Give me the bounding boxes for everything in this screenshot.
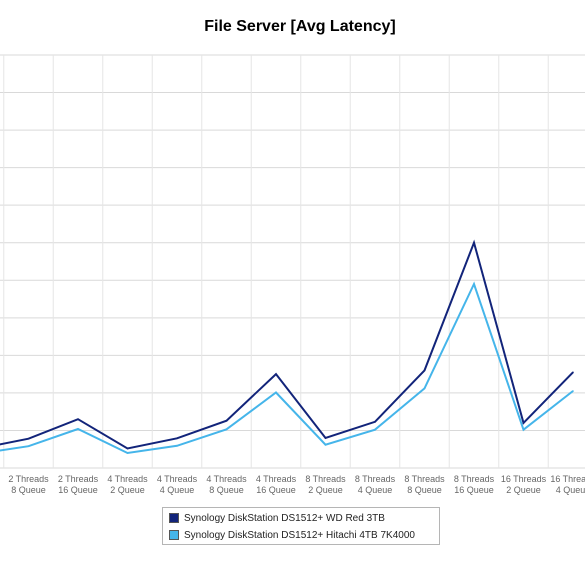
x-tick-label: 2 Threads bbox=[58, 474, 99, 484]
legend-swatch-series-1 bbox=[169, 513, 179, 524]
data-point bbox=[77, 418, 79, 420]
legend: Synology DiskStation DS1512+ WD Red 3TB … bbox=[162, 507, 440, 545]
data-point bbox=[275, 373, 277, 375]
x-tick-label: 8 Threads bbox=[355, 474, 396, 484]
data-point bbox=[126, 452, 129, 454]
data-point bbox=[176, 445, 178, 447]
x-tick-label: 2 Threads bbox=[8, 474, 49, 484]
legend-label-series-2: Synology DiskStation DS1512+ Hitachi 4TB… bbox=[184, 530, 415, 541]
x-tick-label: 8 Queue bbox=[209, 485, 244, 495]
data-point bbox=[572, 390, 574, 392]
x-tick-label: 8 Queue bbox=[407, 485, 442, 495]
x-tick-label: 16 Queue bbox=[454, 485, 494, 495]
data-point bbox=[324, 443, 327, 446]
legend-item-series-1: Synology DiskStation DS1512+ WD Red 3TB bbox=[169, 513, 385, 525]
data-point bbox=[423, 387, 426, 390]
x-tick-label: 4 Queue bbox=[358, 485, 393, 495]
data-point bbox=[27, 437, 30, 440]
x-tick-label: 8 Threads bbox=[454, 474, 495, 484]
data-point bbox=[225, 419, 228, 422]
chart-title: File Server [Avg Latency] bbox=[204, 18, 396, 35]
data-point bbox=[374, 428, 376, 431]
x-tick-label: 16 Threads bbox=[550, 474, 585, 484]
data-point bbox=[473, 283, 475, 285]
data-point bbox=[275, 391, 277, 394]
data-point bbox=[126, 447, 129, 450]
x-tick-label: 16 Threads bbox=[501, 474, 547, 484]
x-tick-label: 4 Threads bbox=[157, 474, 198, 484]
data-point bbox=[522, 422, 525, 424]
x-tick-label: 2 Queue bbox=[506, 485, 541, 495]
data-point bbox=[176, 437, 178, 440]
data-point bbox=[225, 428, 228, 431]
x-tick-label: 4 Queue bbox=[556, 485, 585, 495]
x-tick-label: 2 Queue bbox=[308, 485, 343, 495]
x-tick-label: 16 Queue bbox=[256, 485, 296, 495]
legend-swatch-series-2 bbox=[169, 530, 179, 541]
legend-label-series-1: Synology DiskStation DS1512+ WD Red 3TB bbox=[184, 513, 385, 524]
series-line-2 bbox=[0, 281, 574, 455]
data-point bbox=[27, 445, 30, 448]
x-tick-label: 8 Threads bbox=[305, 474, 346, 484]
x-tick-label: 4 Queue bbox=[160, 485, 195, 495]
data-point bbox=[77, 428, 79, 430]
data-point bbox=[522, 428, 525, 431]
data-point bbox=[572, 371, 574, 374]
data-point bbox=[473, 241, 475, 244]
data-point bbox=[324, 437, 327, 439]
data-point bbox=[423, 369, 426, 372]
x-tick-label: 2 Queue bbox=[110, 485, 145, 495]
series-line-1 bbox=[0, 239, 574, 450]
x-tick-label: 16 Queue bbox=[58, 485, 98, 495]
data-point bbox=[374, 421, 376, 423]
x-tick-label: 4 Threads bbox=[107, 474, 148, 484]
x-tick-label: 4 Threads bbox=[256, 474, 297, 484]
x-tick-label: 4 Threads bbox=[206, 474, 247, 484]
x-tick-label: 8 Threads bbox=[404, 474, 445, 484]
x-tick-label: 8 Queue bbox=[11, 485, 46, 495]
legend-item-series-2: Synology DiskStation DS1512+ Hitachi 4TB… bbox=[169, 530, 415, 542]
